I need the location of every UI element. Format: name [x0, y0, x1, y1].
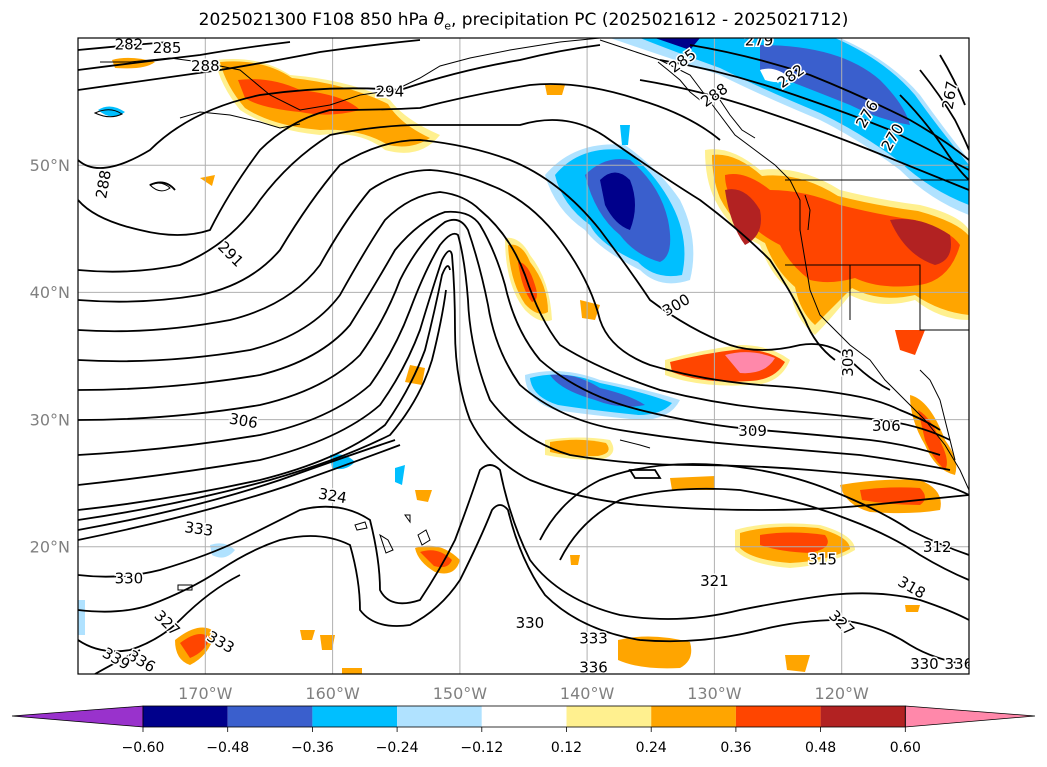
colorbar-tick-label: 0.36 [720, 740, 751, 756]
plot-area [78, 38, 969, 674]
lat-tick-label: 50°N [30, 156, 70, 175]
lat-tick-label: 40°N [30, 283, 70, 302]
colorbar-segment [227, 706, 313, 727]
theta-e-contours [78, 39, 969, 674]
colorbar-tick-label: −0.12 [460, 740, 503, 756]
colorbar-tick-label: 0.24 [636, 740, 667, 756]
contour-label: 333 [183, 518, 214, 540]
contour-label: 321 [700, 572, 729, 590]
title-theta-symbol: θ [433, 10, 445, 30]
lon-tick-label: 140°W [560, 684, 615, 703]
contour-label: 306 [228, 410, 259, 433]
colorbar-tick-label: 0.48 [805, 740, 836, 756]
colorbar-tick-label: −0.48 [206, 740, 249, 756]
map-title: 2025021300 F108 850 hPa θe, precipitatio… [0, 10, 1047, 32]
colorbar-segment [481, 706, 567, 727]
lon-tick-label: 120°W [815, 684, 870, 703]
colorbar-extend-low [11, 705, 144, 728]
contour-label: 336 [944, 655, 973, 673]
contour-label: 288 [191, 57, 220, 75]
colorbar-extend-high [904, 705, 1036, 728]
contour-label: 306 [872, 417, 901, 435]
title-suffix: , precipitation PC (2025021612 - 2025021… [450, 10, 849, 30]
colorbar-segment [312, 706, 398, 727]
contour-label: 330 [910, 655, 939, 673]
contour-label: 282 [115, 35, 144, 53]
colorbar-segment [820, 706, 906, 727]
lon-tick-label: 160°W [305, 684, 360, 703]
contour-label: 303 [839, 348, 857, 377]
lat-tick-labels: 20°N 30°N 40°N 50°N [30, 156, 70, 557]
colorbar-segment [397, 706, 482, 727]
colorbar-segment [735, 706, 821, 727]
lon-tick-label: 130°W [687, 684, 742, 703]
precip-shading [78, 38, 969, 674]
contour-label: 279 [745, 32, 774, 50]
colorbar-tick-label: 0.60 [890, 740, 921, 756]
lon-tick-labels: 170°W 160°W 150°W 140°W 130°W 120°W [178, 684, 869, 703]
contour-label: 285 [153, 39, 182, 57]
lon-tick-label: 170°W [178, 684, 233, 703]
title-theta-subscript: e [444, 19, 451, 33]
contour-label: 294 [375, 82, 404, 100]
colorbar-tick-label: −0.24 [376, 740, 419, 756]
colorbar-tick-label: 0.12 [551, 740, 582, 756]
colorbar: −0.60 −0.48 −0.36 −0.24 −0.12 0.12 0.24 … [11, 705, 1036, 756]
title-prefix: 2025021300 F108 850 hPa [198, 10, 434, 30]
colorbar-segment [566, 706, 652, 727]
lat-tick-label: 30°N [30, 410, 70, 429]
lon-tick-label: 150°W [433, 684, 488, 703]
colorbar-segment [143, 706, 228, 727]
contour-label: 330 [516, 614, 545, 632]
coastlines [93, 38, 969, 591]
colorbar-tick-label: −0.36 [291, 740, 334, 756]
map-frame [77, 37, 970, 675]
contour-label: 309 [738, 422, 767, 440]
contour-label: 330 [115, 570, 144, 588]
colorbar-tick-label: −0.60 [122, 740, 165, 756]
contour-label: 312 [923, 538, 952, 556]
contour-label: 333 [579, 629, 608, 647]
contour-label: 336 [579, 659, 608, 677]
colorbar-segment [651, 706, 736, 727]
contour-label: 315 [808, 551, 837, 569]
lat-tick-label: 20°N [30, 538, 70, 557]
